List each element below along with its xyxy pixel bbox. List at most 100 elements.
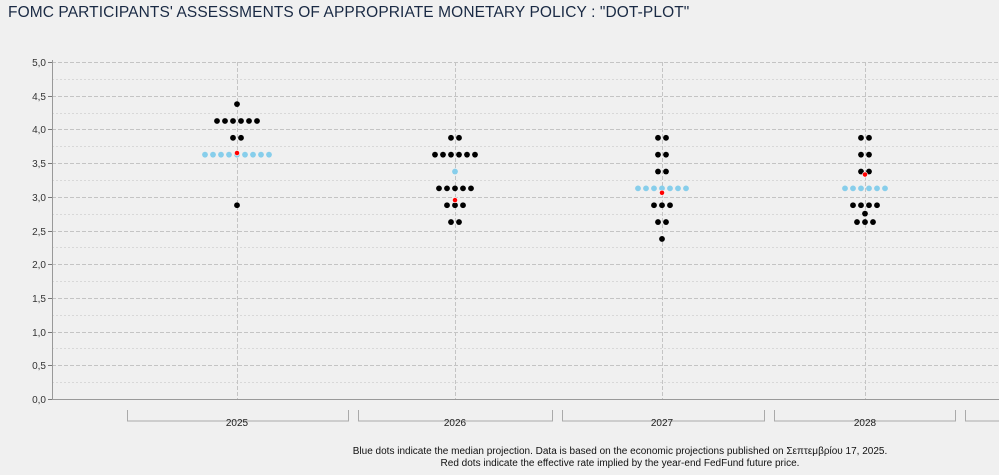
y-tick-label: 1,0 (32, 328, 46, 339)
implied-rate-dot (234, 150, 240, 156)
participant-dot (246, 118, 252, 124)
x-tick-label: 2027 (651, 418, 674, 429)
participant-dot (866, 202, 872, 209)
participant-dot (234, 202, 240, 209)
axis-layer: 0,0 0,5 1,0 1,5 2,0 2,5 3,0 3,5 4,0 4,5 5,0 2025 202… (32, 58, 999, 429)
y-tick-label: 4,5 (32, 92, 46, 103)
participant-dot (655, 134, 661, 141)
y-tick-label: 3,0 (32, 193, 46, 204)
median-dot (635, 185, 641, 192)
participant-dot (866, 168, 872, 175)
median-dot (850, 185, 856, 192)
grid-layer (52, 62, 999, 400)
participant-dot (440, 151, 446, 158)
participant-dot (456, 151, 462, 158)
y-tick-label: 1,5 (32, 294, 46, 305)
implied-rate-dot (452, 197, 458, 204)
y-tick-label: 0,0 (32, 395, 46, 406)
participant-dot (238, 134, 244, 141)
median-dot (866, 185, 872, 192)
participant-dot (655, 168, 661, 175)
median-dot (202, 151, 208, 158)
participant-dot (436, 185, 442, 192)
median-dot (683, 185, 689, 192)
median-dot (874, 185, 880, 192)
x-category-bracket (358, 410, 553, 422)
participant-dot (862, 219, 868, 225)
participant-dot (874, 202, 880, 209)
participant-dot (456, 134, 462, 141)
participant-dot (667, 202, 673, 209)
y-tick-label: 4,0 (32, 125, 46, 136)
participant-dot (655, 151, 661, 158)
x-category-bracket (965, 410, 999, 422)
x-category-bracket (774, 410, 956, 422)
x-tick-label: 2025 (226, 418, 249, 429)
chart-title: FOMC PARTICIPANTS' ASSESSMENTS OF APPROP… (8, 4, 690, 21)
dots-layer (202, 101, 888, 242)
median-dot (226, 151, 232, 158)
y-tick-label: 2,5 (32, 227, 46, 238)
footnote-line-implied: Red dots indicate the effective rate imp… (440, 458, 800, 469)
participant-dot (858, 151, 864, 158)
participant-dot (854, 219, 860, 225)
participant-dot (866, 134, 872, 141)
participant-dot (663, 134, 669, 141)
participant-dot (456, 219, 462, 225)
median-dot (210, 151, 216, 158)
footnote-line-median: Blue dots indicate the median projection… (352, 446, 888, 457)
participant-dot (663, 151, 669, 158)
participant-dot (663, 168, 669, 175)
participant-dot (452, 202, 458, 209)
participant-dot (468, 185, 474, 192)
median-dot (651, 185, 657, 192)
participant-dot (858, 202, 864, 209)
median-dot (250, 151, 256, 158)
median-dot (218, 151, 224, 158)
median-dot (842, 185, 848, 192)
y-tick-label: 2,0 (32, 260, 46, 271)
participant-dot (238, 118, 244, 124)
participant-dot (448, 134, 454, 141)
implied-rate-dot (862, 171, 868, 178)
x-tick-label: 2028 (854, 418, 877, 429)
participant-dot (858, 168, 864, 175)
participant-dot (655, 219, 661, 225)
participant-dot (444, 202, 450, 209)
median-dot (643, 185, 649, 192)
participant-dot (254, 118, 260, 124)
participant-dot (663, 219, 669, 225)
median-dot (675, 185, 681, 192)
median-dot (452, 168, 458, 175)
participant-dot (651, 202, 657, 209)
median-dot (858, 185, 864, 192)
y-tick-label: 5,0 (32, 58, 46, 69)
participant-dot (850, 202, 856, 209)
x-category-bracket (127, 410, 349, 422)
participant-dot (870, 219, 876, 225)
participant-dot (222, 118, 228, 124)
participant-dot (230, 134, 236, 141)
participant-dot (472, 151, 478, 158)
participant-dot (448, 151, 454, 158)
participant-dot (858, 134, 864, 141)
median-dot (667, 185, 673, 192)
y-tick-label: 3,5 (32, 159, 46, 170)
participant-dot (214, 118, 220, 124)
median-dot (258, 151, 264, 158)
participant-dot (448, 219, 454, 225)
participant-dot (460, 202, 466, 209)
x-tick-label: 2026 (444, 418, 467, 429)
participant-dot (230, 118, 236, 124)
median-dot (266, 151, 272, 158)
median-dot (242, 151, 248, 158)
participant-dot (866, 151, 872, 158)
participant-dot (452, 185, 458, 192)
participant-dot (234, 101, 240, 108)
participant-dot (444, 185, 450, 192)
participant-dot (432, 151, 438, 158)
participant-dot (659, 236, 665, 242)
median-dot (882, 185, 888, 192)
y-tick-label: 0,5 (32, 361, 46, 372)
